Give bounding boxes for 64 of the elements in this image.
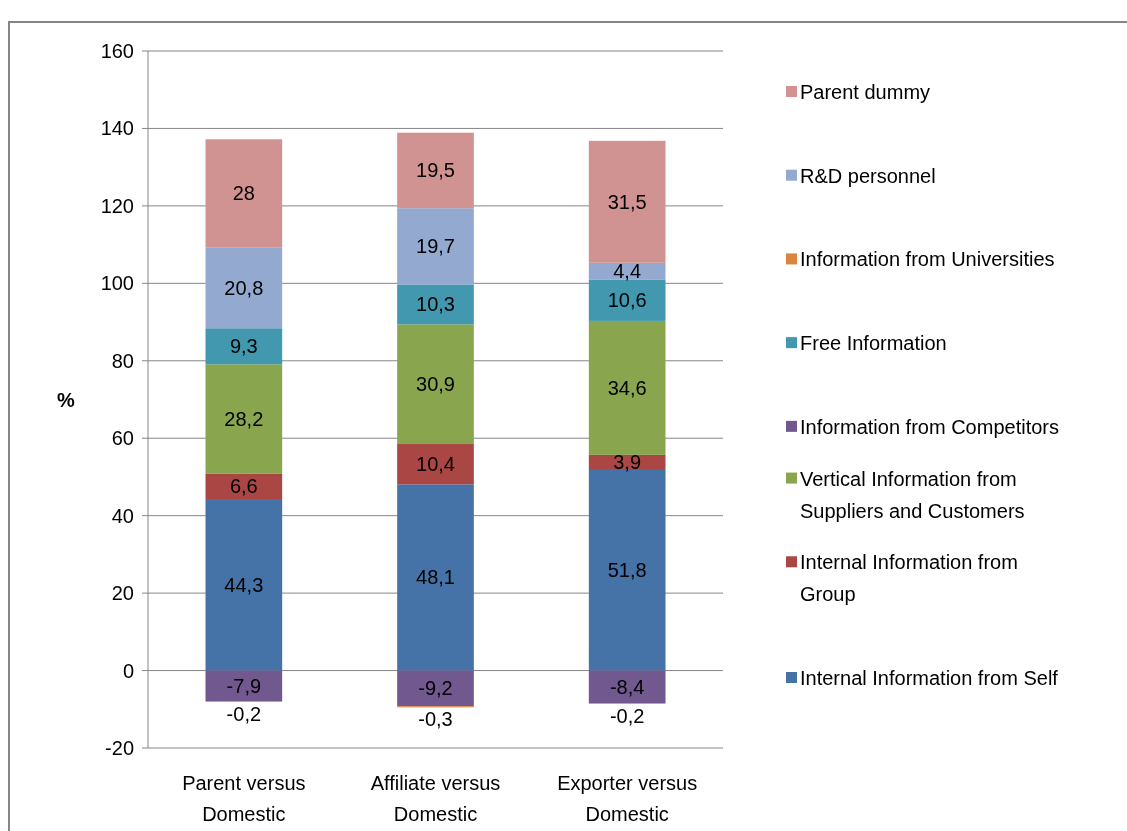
data-label: -9,2 xyxy=(418,677,453,700)
data-label: 10,6 xyxy=(607,289,647,312)
bar xyxy=(588,279,666,321)
data-label: 30,9 xyxy=(416,373,455,396)
bar xyxy=(588,140,666,263)
data-label: -7,9 xyxy=(226,674,262,697)
data-label: 3,9 xyxy=(613,451,642,474)
data-label: -8,4 xyxy=(609,675,645,698)
bar xyxy=(205,328,283,365)
data-label: -0,3 xyxy=(418,708,453,731)
legend-label: Internal Information from Self xyxy=(800,667,1059,689)
y-tick-label: -20 xyxy=(105,737,134,759)
y-tick-label: 100 xyxy=(100,272,134,295)
y-tick-label: 0 xyxy=(122,659,134,682)
data-label: 10,3 xyxy=(416,293,455,316)
legend-label: Internal Information from Group xyxy=(800,551,1018,606)
data-label: 44,3 xyxy=(224,573,264,596)
data-label: 28 xyxy=(232,182,255,205)
data-label: 31,5 xyxy=(607,190,647,213)
bar xyxy=(397,444,474,485)
data-label: 19,7 xyxy=(416,235,455,258)
legend-label: R&D personnel xyxy=(800,164,936,187)
data-label: 51,8 xyxy=(607,559,647,582)
data-label: 48,1 xyxy=(416,566,455,589)
bar xyxy=(205,473,283,500)
bar xyxy=(397,284,474,325)
y-tick-label: 40 xyxy=(111,504,134,527)
y-tick-label: 160 xyxy=(100,40,134,62)
data-label: 28,2 xyxy=(224,407,264,430)
bar xyxy=(205,499,283,671)
x-tick-label: Parent versus Domestic xyxy=(182,772,306,825)
bar xyxy=(397,208,474,285)
data-label: -0,2 xyxy=(226,702,262,725)
legend-label: Vertical Information from Suppliers and Customers xyxy=(800,467,1025,522)
y-axis-title: % xyxy=(57,388,76,411)
y-tick-label: 60 xyxy=(111,427,134,450)
data-label: 9,3 xyxy=(229,335,258,358)
data-label: 34,6 xyxy=(607,376,647,399)
x-tick-label: Exporter versus Domestic xyxy=(557,772,698,825)
bar xyxy=(588,670,666,704)
bar xyxy=(397,484,474,671)
x-tick-label: Affiliate versus Domestic xyxy=(370,772,501,825)
data-label: 10,4 xyxy=(416,453,455,476)
bar xyxy=(397,670,474,707)
data-label: 4,4 xyxy=(613,260,642,283)
bar xyxy=(588,320,666,455)
y-tick-label: 20 xyxy=(111,582,134,605)
data-label: 6,6 xyxy=(229,475,258,498)
y-tick-label: 140 xyxy=(100,117,134,140)
bar xyxy=(397,132,474,209)
bar xyxy=(205,670,283,702)
bar xyxy=(397,324,474,445)
bar xyxy=(205,247,283,329)
y-tick-label: 80 xyxy=(111,349,134,372)
data-label: 19,5 xyxy=(416,159,455,182)
bar xyxy=(205,139,283,248)
data-label: -0,2 xyxy=(609,704,645,727)
legend-label: Parent dummy xyxy=(800,81,931,103)
bar xyxy=(205,364,283,474)
legend-label: Information from Competitors xyxy=(800,415,1059,438)
y-tick-label: 120 xyxy=(100,194,134,217)
data-label: 20,8 xyxy=(224,276,264,299)
legend-label: Free Information xyxy=(800,332,947,355)
legend-label: Information from Universities xyxy=(800,248,1055,271)
